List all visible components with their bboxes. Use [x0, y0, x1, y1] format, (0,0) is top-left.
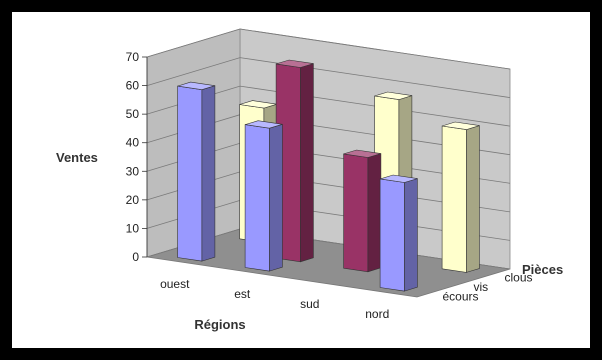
x-axis-title: Régions: [194, 317, 245, 332]
x-category-label: sud: [300, 297, 319, 311]
z-axis-title: Pièces: [522, 262, 563, 277]
y-tick-label: 10: [126, 221, 140, 235]
bar-side: [404, 178, 418, 292]
bar-front: [343, 153, 369, 273]
chart-panel: 0 10 20 30 40 50 60 70 ouest est sud nord écours vi…: [12, 12, 590, 348]
bar: [343, 149, 382, 273]
bar: [244, 120, 283, 272]
x-category-label: nord: [365, 307, 389, 321]
chart-bars: [177, 59, 480, 292]
bar: [379, 174, 418, 292]
bar-top: [343, 149, 381, 158]
bar-top: [374, 91, 412, 100]
bar: [177, 81, 216, 262]
y-tick-label: 70: [126, 50, 140, 64]
bar-front: [379, 178, 405, 292]
gridline: [146, 57, 511, 98]
y-tick-label: 20: [126, 193, 140, 207]
z-series-label: vis: [474, 280, 489, 294]
bar-side: [201, 85, 216, 262]
x-category-label: ouest: [160, 277, 190, 291]
gridline: [146, 28, 511, 70]
y-tick-label: 60: [126, 79, 140, 93]
y-axis-title: Ventes: [56, 150, 98, 165]
chart-3d-column: 0 10 20 30 40 50 60 70 ouest est sud nord écoursvi…: [56, 28, 563, 332]
bar-front: [244, 124, 270, 272]
y-tick-label: 0: [132, 250, 139, 264]
bar: [441, 121, 480, 273]
z-series-label: clous: [505, 271, 533, 285]
y-tick-label: 50: [126, 107, 140, 121]
y-tick-label: 40: [126, 136, 140, 150]
bar-front: [441, 125, 467, 273]
bar-top: [245, 120, 283, 129]
bar-top: [380, 174, 418, 183]
x-category-label: est: [234, 287, 251, 301]
z-series-label: écours: [443, 289, 479, 303]
x-axis-categories: ouest est sud nord: [160, 277, 389, 321]
bar-front: [177, 85, 203, 262]
bar-top: [442, 121, 480, 130]
y-axis-ticks: 0 10 20 30 40 50 60 70: [126, 50, 148, 264]
bar-side: [300, 63, 314, 263]
bar-side: [269, 123, 283, 272]
bar-side: [466, 125, 480, 273]
bar-top: [276, 59, 314, 68]
bar-side: [367, 153, 382, 273]
bar-top: [177, 81, 215, 91]
y-tick-label: 30: [126, 164, 140, 178]
